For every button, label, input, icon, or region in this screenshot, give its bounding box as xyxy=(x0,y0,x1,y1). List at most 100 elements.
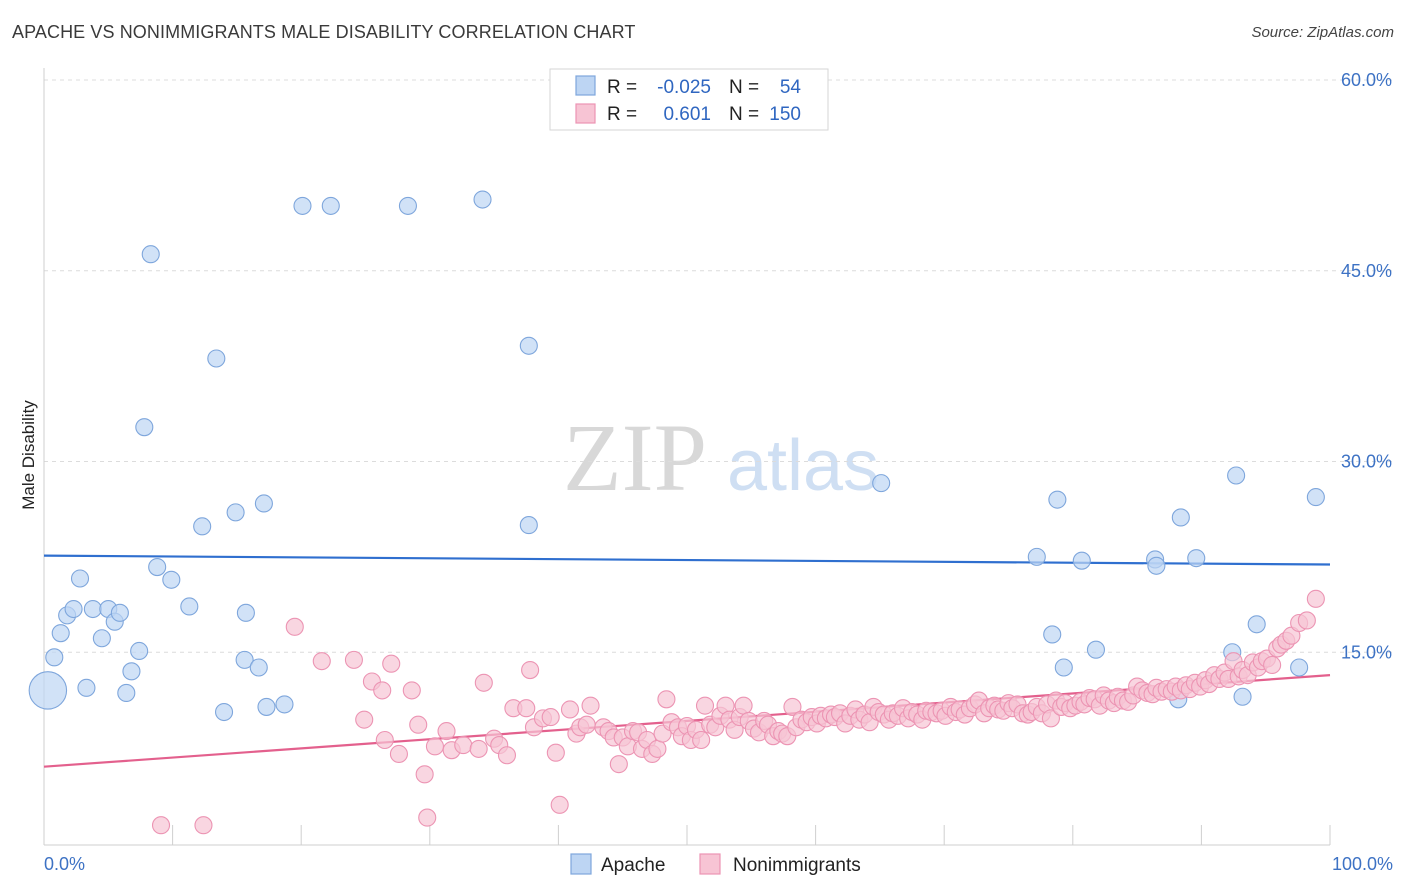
bottom-legend: Apache Nonimmigrants xyxy=(570,853,861,876)
apache-point-15 xyxy=(135,418,154,437)
apache-point-0 xyxy=(28,671,68,710)
x-tick-label-100: 100.0% xyxy=(1332,854,1393,874)
apache-point-44 xyxy=(1147,556,1166,575)
nonimmigrants-point-48 xyxy=(648,739,667,758)
apache-point-14 xyxy=(130,641,149,661)
apache-point-49 xyxy=(1227,466,1246,485)
nonimmigrants-point-16 xyxy=(437,722,456,741)
y-tick-label-15: 15.0% xyxy=(1341,642,1392,662)
nonimmigrants-point-18 xyxy=(454,736,473,755)
apache-point-20 xyxy=(193,517,212,536)
apache-point-22 xyxy=(214,702,234,722)
apache-point-36 xyxy=(872,474,891,493)
legend-nonimm-n-value: 150 xyxy=(769,104,801,125)
apache-point-51 xyxy=(1247,615,1266,634)
legend-nonimm-swatch xyxy=(575,103,596,124)
nonimmigrants-point-14 xyxy=(418,808,437,827)
nonimmigrants-point-23 xyxy=(497,746,517,765)
source-label: Source: ZipAtlas.com xyxy=(1251,24,1394,41)
nonimmigrants-point-11 xyxy=(402,681,421,700)
bottom-legend-apache-swatch xyxy=(570,853,592,875)
gridlines xyxy=(44,79,1392,653)
nonimmigrants-point-31 xyxy=(550,795,569,814)
nonimmigrants-point-26 xyxy=(521,661,540,680)
apache-point-1 xyxy=(45,648,64,667)
nonimmigrants-point-13 xyxy=(415,765,434,784)
nonimmigrants-point-35 xyxy=(577,715,596,734)
legend-box: R = -0.025 N = 54 R = 0.601 N = 150 xyxy=(549,68,829,131)
legend-apache-swatch xyxy=(575,75,596,96)
watermark-atlas: atlas xyxy=(727,426,879,506)
apache-point-35 xyxy=(519,336,538,355)
apache-point-38 xyxy=(1043,625,1062,644)
nonimmigrants-point-176 xyxy=(1263,655,1282,675)
apache-point-6 xyxy=(77,678,96,697)
nonimmigrants-point-4 xyxy=(344,650,363,669)
nonimmigrants-points xyxy=(151,589,1325,835)
nonimmigrants-point-57 xyxy=(692,730,711,750)
nonimmigrants-point-36 xyxy=(581,696,600,715)
apache-point-4 xyxy=(64,599,83,619)
nonimmigrants-point-25 xyxy=(517,699,536,718)
apache-point-21 xyxy=(207,349,226,368)
legend-apache-n-label: N = xyxy=(729,77,759,98)
apache-point-42 xyxy=(1086,640,1105,659)
nonimmigrants-point-20 xyxy=(474,673,493,692)
nonimmigrants-point-2 xyxy=(285,617,304,636)
apache-point-50 xyxy=(1233,687,1252,706)
legend-nonimm-r-value: 0.601 xyxy=(663,104,711,125)
apache-point-31 xyxy=(321,196,340,215)
nonimmigrants-point-15 xyxy=(425,737,444,756)
nonimmigrants-point-32 xyxy=(560,700,580,719)
nonimmigrants-point-29 xyxy=(541,708,560,727)
tick-labels: 15.0% 30.0% 45.0% 60.0% 0.0% 100.0% xyxy=(44,70,1393,874)
apache-point-37 xyxy=(1027,547,1046,566)
apache-point-32 xyxy=(398,196,417,215)
nonimmigrants-point-182 xyxy=(1297,611,1316,630)
nonimmigrants-point-40 xyxy=(609,755,628,774)
apache-point-52 xyxy=(1290,658,1309,677)
bottom-legend-nonimm-swatch xyxy=(699,853,721,875)
apache-point-30 xyxy=(293,196,312,215)
apache-point-39 xyxy=(1048,490,1067,509)
apache-point-41 xyxy=(1072,551,1091,570)
apache-point-27 xyxy=(254,494,273,513)
apache-point-29 xyxy=(275,695,294,714)
bottom-legend-apache-label: Apache xyxy=(601,855,665,876)
apache-point-7 xyxy=(83,599,102,619)
nonimmigrants-point-76 xyxy=(783,697,802,716)
nonimmigrants-point-130 xyxy=(1041,709,1060,728)
nonimmigrants-point-7 xyxy=(373,681,392,700)
apache-point-28 xyxy=(257,697,276,716)
y-tick-label-60: 60.0% xyxy=(1341,70,1392,90)
apache-point-12 xyxy=(117,683,136,702)
apache-point-18 xyxy=(162,570,181,589)
nonimmigrants-point-10 xyxy=(389,744,408,764)
legend-apache-r-value: -0.025 xyxy=(657,77,711,98)
nonimmigrants-point-183 xyxy=(1306,589,1325,608)
apache-point-17 xyxy=(148,557,167,577)
nonimmigrants-point-19 xyxy=(469,739,488,758)
watermark-zip: ZIP xyxy=(563,404,707,511)
nonimmigrants-point-50 xyxy=(657,690,676,709)
apache-trend-line xyxy=(43,554,1331,566)
nonimmigrants-point-1 xyxy=(194,816,213,835)
apache-point-13 xyxy=(122,662,141,681)
apache-point-47 xyxy=(1187,549,1206,568)
nonimmigrants-point-58 xyxy=(695,696,715,715)
apache-point-23 xyxy=(226,503,245,522)
apache-point-53 xyxy=(1306,488,1325,507)
chart-title: APACHE VS NONIMMIGRANTS MALE DISABILITY … xyxy=(12,22,636,42)
legend-nonimm-n-label: N = xyxy=(729,104,759,125)
legend-nonimm-r-label: R = xyxy=(607,104,637,125)
nonimmigrants-point-9 xyxy=(382,654,401,673)
nonimmigrants-point-5 xyxy=(355,710,374,729)
x-tick-label-0: 0.0% xyxy=(44,854,85,874)
apache-point-26 xyxy=(249,658,268,677)
nonimmigrants-point-8 xyxy=(375,730,394,750)
apache-point-34 xyxy=(519,516,538,535)
apache-point-46 xyxy=(1171,508,1190,527)
apache-points xyxy=(28,190,1325,722)
y-tick-label-45: 45.0% xyxy=(1341,261,1392,281)
